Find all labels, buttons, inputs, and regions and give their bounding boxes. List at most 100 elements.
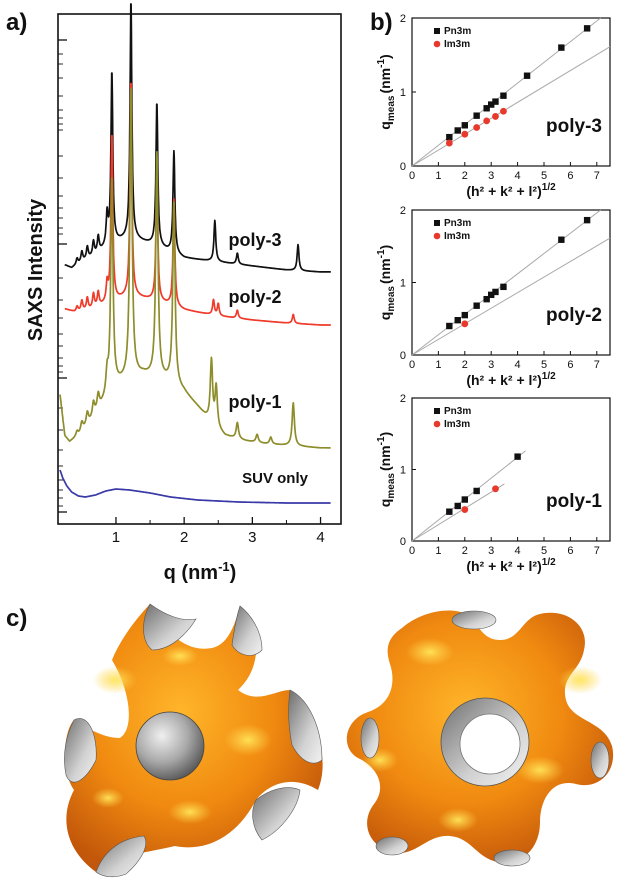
y-tick-label: 1 bbox=[400, 465, 406, 477]
pn3m-point bbox=[523, 72, 531, 79]
panel-a-y-axis-title: SAXS Intensity bbox=[25, 198, 47, 341]
x-tick-label: 3 bbox=[488, 170, 494, 182]
x-tick-label: 3 bbox=[248, 529, 256, 546]
x-tick-label: 2 bbox=[462, 359, 468, 371]
im3m-point bbox=[492, 113, 499, 120]
pn3m-highlight bbox=[168, 800, 212, 824]
y-tick-label: 0 bbox=[400, 536, 406, 548]
x-tick-label: 0 bbox=[409, 545, 415, 557]
trace-label: SUV only bbox=[242, 470, 309, 487]
im3m-highlight bbox=[516, 756, 564, 784]
panel-b-plot-poly-2: 0 1 2 3 4 5 6 7 0 1 2 Pn3m Im3m poly-2 (h² + k² + l²)1… bbox=[376, 205, 611, 388]
sample-label: poly-3 bbox=[546, 116, 602, 137]
y-axis-title-unit-close: ) bbox=[377, 432, 393, 437]
y-axis-title-sub: meas bbox=[386, 473, 397, 499]
im3m-point bbox=[461, 506, 469, 513]
pn3m-channel bbox=[231, 605, 263, 656]
x-tick-label: 4 bbox=[316, 529, 324, 546]
legend-pn3m-marker bbox=[434, 220, 440, 226]
y-tick-label: 1 bbox=[400, 278, 406, 290]
pn3m-channel bbox=[143, 603, 197, 651]
x-tick-label: 7 bbox=[594, 359, 600, 371]
im3m-channel bbox=[451, 610, 497, 630]
pn3m-highlight bbox=[92, 788, 124, 808]
legend-pn3m-label: Pn3m bbox=[444, 218, 471, 229]
im3m-channel bbox=[360, 717, 380, 759]
legend-im3m-marker bbox=[433, 232, 441, 240]
panel-a-letter: a) bbox=[6, 9, 27, 36]
panel-a: a) 1 2 3 4 poly-3 poly-2 poly-1 SUV only SAXS … bbox=[6, 3, 342, 584]
x-tick-label: 1 bbox=[112, 529, 120, 546]
im3m-channel bbox=[590, 741, 610, 779]
fit-line-pn3m bbox=[411, 209, 601, 356]
pn3m-point bbox=[483, 105, 490, 112]
trace-label: poly-1 bbox=[228, 392, 281, 412]
x-axis-title-sup: 1/2 bbox=[542, 182, 556, 193]
pn3m-point bbox=[446, 133, 453, 141]
x-tick-label: 1 bbox=[435, 545, 441, 557]
x-tick-label: 3 bbox=[488, 545, 494, 557]
y-axis-title-unit: (nm bbox=[377, 445, 393, 471]
pn3m-point bbox=[488, 291, 495, 299]
trace-label: poly-3 bbox=[228, 230, 281, 250]
x-tick-label: 0 bbox=[409, 170, 415, 182]
panel-a-trace-labels: poly-3 poly-2 poly-1 SUV only bbox=[228, 230, 308, 487]
pn3m-point bbox=[454, 127, 461, 134]
pn3m-point bbox=[558, 44, 565, 51]
im3m-highlight bbox=[438, 808, 478, 832]
y-axis-title-unit-sup: -1 bbox=[376, 249, 387, 258]
x-tick-label: 1 bbox=[435, 359, 441, 371]
im3m-channel bbox=[493, 849, 531, 867]
panel-a-x-axis-title: q (nm-1) bbox=[164, 559, 237, 584]
panel-a-x-title-sup: -1 bbox=[218, 559, 230, 574]
pn3m-highlight bbox=[162, 646, 198, 666]
panel-b-letter: b) bbox=[370, 9, 393, 36]
pn3m-channel bbox=[64, 718, 97, 783]
x-tick-label: 2 bbox=[180, 529, 188, 546]
x-tick-label: 4 bbox=[515, 170, 521, 182]
sample-label: poly-1 bbox=[546, 491, 602, 512]
trace-label: poly-2 bbox=[228, 287, 281, 307]
im3m-point bbox=[483, 117, 491, 125]
y-axis-title-unit-close: ) bbox=[377, 54, 393, 59]
pn3m-point bbox=[488, 101, 495, 108]
x-axis-title: (h² + k² + l²)1/2 bbox=[466, 557, 556, 574]
y-axis-title: qmeas(nm-1) bbox=[376, 54, 397, 129]
pn3m-channel bbox=[288, 689, 323, 764]
fit-line-im3m bbox=[411, 46, 611, 167]
pn3m-point bbox=[461, 496, 468, 503]
x-tick-label: 7 bbox=[594, 545, 600, 557]
x-tick-label: 5 bbox=[541, 545, 547, 557]
pn3m-surface-render bbox=[64, 603, 323, 878]
y-axis-title-unit: (nm bbox=[377, 258, 393, 284]
panel-b-plot-poly-3: 0 1 2 3 4 5 6 7 0 1 2 Pn3m Im3m poly-3 (h² + k² + l²)1… bbox=[376, 13, 611, 199]
y-tick-label: 2 bbox=[400, 393, 406, 405]
y-axis-title: qmeas(nm-1) bbox=[376, 432, 397, 507]
im3m-highlight bbox=[406, 638, 454, 666]
sample-label: poly-2 bbox=[546, 305, 602, 326]
legend-pn3m-marker bbox=[434, 28, 440, 34]
y-tick-label: 2 bbox=[400, 13, 406, 25]
x-tick-label: 1 bbox=[435, 170, 441, 182]
x-tick-label: 4 bbox=[515, 359, 521, 371]
y-tick-label: 0 bbox=[400, 350, 406, 362]
x-tick-label: 3 bbox=[488, 359, 494, 371]
im3m-highlight bbox=[558, 666, 602, 694]
series-line-poly-3 bbox=[64, 3, 332, 273]
pn3m-point bbox=[583, 25, 591, 32]
plot-frame bbox=[411, 397, 611, 542]
x-tick-label: 6 bbox=[567, 170, 573, 182]
legend-im3m-label: Im3m bbox=[444, 39, 470, 50]
x-axis-title: (h² + k² + l²)1/2 bbox=[466, 371, 556, 388]
x-tick-label: 7 bbox=[594, 170, 600, 182]
x-tick-label: 2 bbox=[462, 170, 468, 182]
panel-a-frame bbox=[57, 13, 342, 525]
im3m-point bbox=[473, 124, 481, 131]
pn3m-highlight bbox=[93, 666, 137, 694]
y-axis-title: qmeas(nm-1) bbox=[376, 245, 397, 320]
y-axis-title-unit-sup: -1 bbox=[376, 436, 387, 445]
x-axis-title-main: (h² + k² + l²) bbox=[466, 183, 541, 199]
plot-frame bbox=[411, 209, 611, 356]
